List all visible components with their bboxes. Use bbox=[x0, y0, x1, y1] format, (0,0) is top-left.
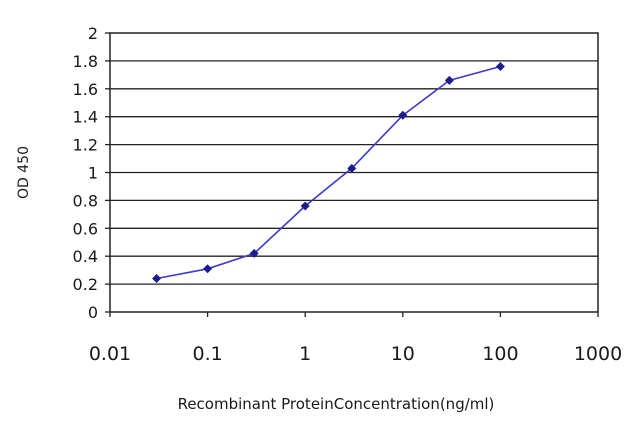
y-tick-label: 0 bbox=[88, 303, 98, 322]
y-tick-label: 0.4 bbox=[73, 247, 98, 266]
x-tick-label: 0.1 bbox=[192, 343, 222, 365]
data-point bbox=[398, 110, 408, 120]
data-point bbox=[300, 201, 310, 211]
series-layer bbox=[152, 61, 505, 284]
series-line bbox=[156, 65, 501, 280]
x-tick-label: 0.01 bbox=[89, 343, 131, 365]
y-tick-label: 1.4 bbox=[73, 108, 98, 127]
y-axis-ticks: 0 0.2 0.4 0.6 0.8 1 1.2 1.4 1.6 1.8 2 bbox=[73, 24, 110, 322]
y-tick-label: 1.8 bbox=[73, 52, 98, 71]
y-axis-label: OD 450 bbox=[16, 146, 32, 199]
y-tick-label: 2 bbox=[88, 24, 98, 43]
y-tick-label: 0.6 bbox=[73, 219, 98, 238]
data-point bbox=[203, 264, 213, 274]
y-tick-label: 0.2 bbox=[73, 275, 98, 294]
y-tick-label: 0.8 bbox=[73, 191, 98, 210]
x-tick-label: 100 bbox=[482, 343, 518, 365]
data-point bbox=[347, 163, 357, 173]
x-axis-label: Recombinant ProteinConcentration(ng/ml) bbox=[178, 395, 495, 413]
data-point bbox=[152, 274, 162, 284]
data-point bbox=[495, 61, 505, 71]
x-tick-label: 1000 bbox=[574, 343, 622, 365]
x-tick-label: 1 bbox=[299, 343, 311, 365]
y-tick-label: 1.2 bbox=[73, 136, 98, 155]
y-tick-label: 1 bbox=[88, 164, 98, 183]
horizontal-gridlines bbox=[110, 60, 598, 285]
x-axis-ticks: 0.01 0.1 1 10 100 1000 bbox=[89, 312, 622, 365]
x-tick-label: 10 bbox=[391, 343, 415, 365]
data-point bbox=[249, 248, 259, 258]
data-point bbox=[444, 75, 454, 85]
y-tick-label: 1.6 bbox=[73, 80, 98, 99]
